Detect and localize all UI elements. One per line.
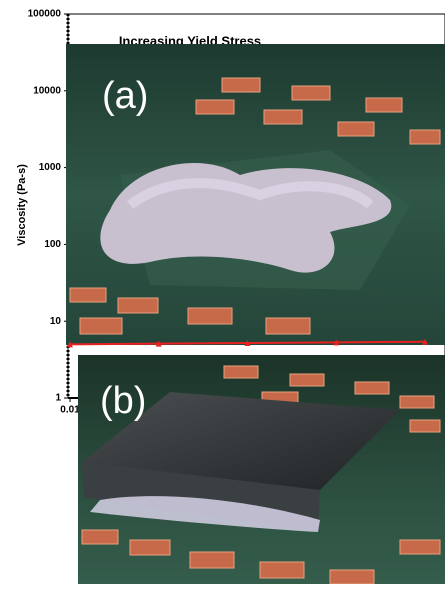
panel-label: (a)	[102, 75, 148, 117]
photo-a: (a)	[66, 44, 445, 345]
panel-label: (b)	[100, 380, 146, 422]
y-axis-label: Viscosity (Pa-s)	[16, 164, 28, 246]
y-tick-label: 1000	[39, 162, 62, 173]
y-tick-label: 10000	[33, 85, 61, 96]
y-tick-label: 1	[55, 393, 61, 404]
photo-b: (b)	[78, 355, 445, 584]
x-tick-label: 0.01	[60, 405, 80, 416]
figure: Increasing Yield Stress Viscosity (Pa-s)…	[0, 0, 445, 584]
y-tick-label: 10	[50, 316, 62, 327]
y-tick-label: 100	[44, 239, 61, 250]
y-tick-label: 100000	[28, 9, 62, 20]
